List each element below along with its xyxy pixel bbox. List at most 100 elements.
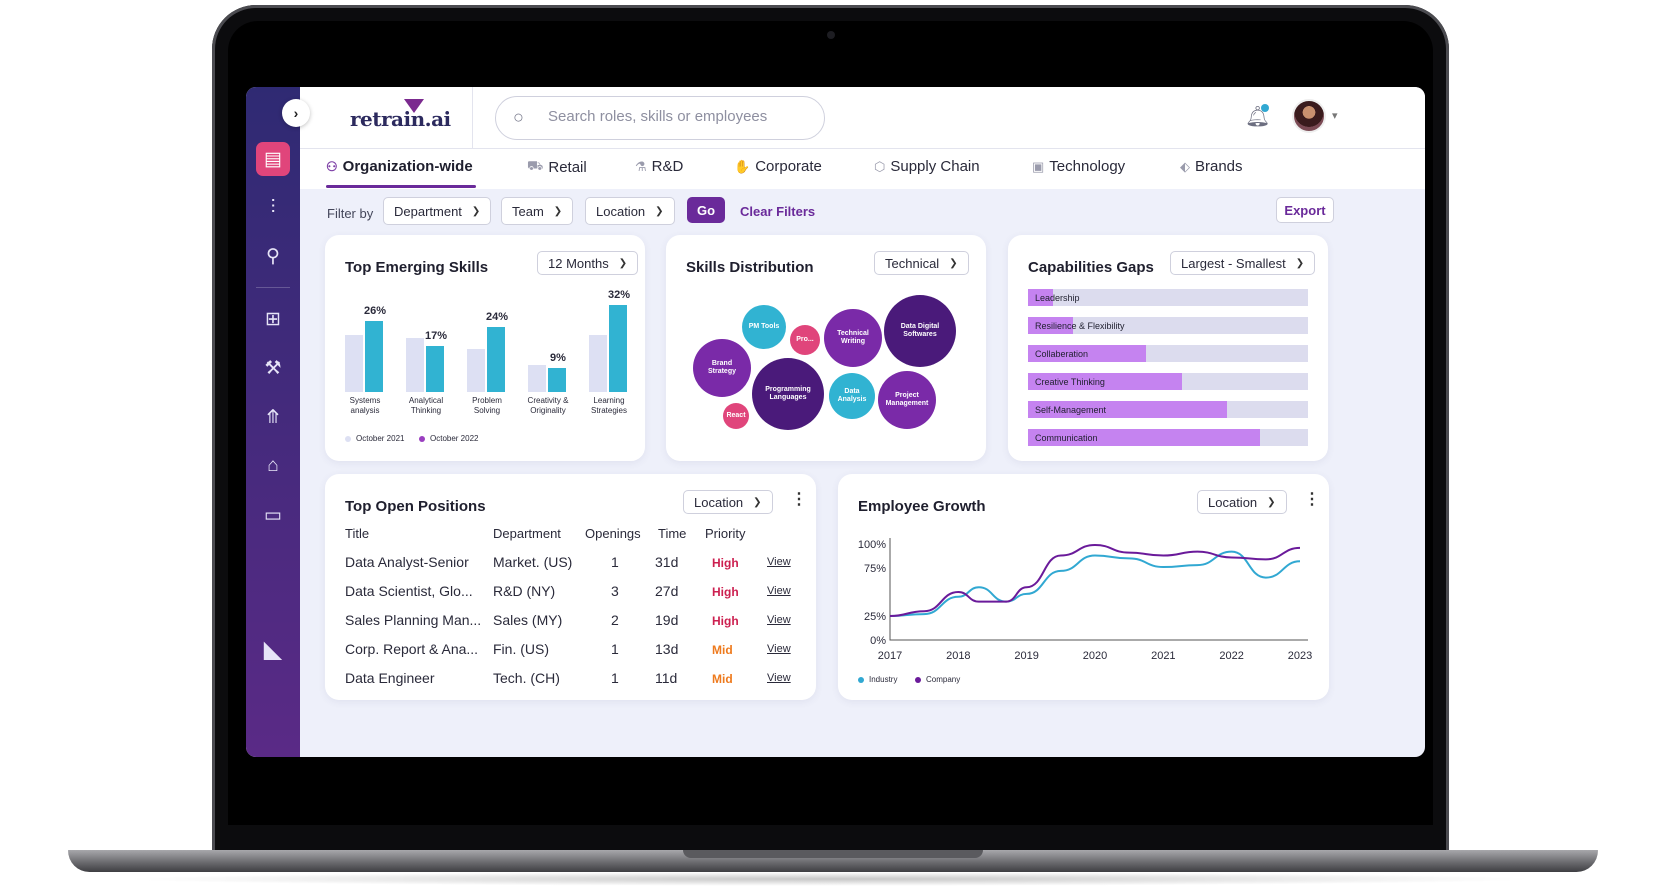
column-header: Time <box>658 526 687 541</box>
bar-value-label: 32% <box>607 289 631 302</box>
webcam <box>826 31 835 39</box>
department-dropdown[interactable]: Department ❯ <box>383 197 492 225</box>
tab-supply-chain[interactable]: ⬡ Supply Chain <box>874 158 980 175</box>
gap-bar-fill <box>1028 401 1227 418</box>
skill-bubble[interactable]: Programming Languages <box>752 358 824 430</box>
location-dropdown[interactable]: Location ❯ <box>683 490 773 514</box>
tab-brands[interactable]: ⬖ Brands <box>1180 158 1243 175</box>
export-button[interactable]: Export <box>1276 197 1334 223</box>
tag-icon: ⬖ <box>1180 158 1190 174</box>
gap-bar-fill <box>1028 345 1146 362</box>
x-tick-label: 2020 <box>1083 650 1107 662</box>
gap-label: Resilience & Flexibility <box>1035 321 1125 331</box>
sidebar-toggle-button[interactable]: › <box>282 99 310 127</box>
gap-bar: Creative Thinking <box>1028 373 1308 390</box>
bar-value-label: 9% <box>550 351 566 364</box>
tab-label: Organization-wide <box>342 158 473 175</box>
go-button[interactable]: Go <box>687 197 725 223</box>
legend-item: Company <box>915 675 960 684</box>
y-tick-label: 75% <box>864 563 886 575</box>
table-row: Sales Planning Man... Sales (MY) 2 19d High V… <box>345 612 805 632</box>
view-link[interactable]: View <box>767 643 791 655</box>
x-tick-label: 2019 <box>1014 650 1038 662</box>
gap-bar-fill <box>1028 373 1182 390</box>
cell-dept: Market. (US) <box>493 554 573 570</box>
cell-time: 31d <box>655 554 679 570</box>
legend-item: Industry <box>858 675 897 684</box>
view-link[interactable]: View <box>767 556 791 568</box>
gap-bar: Leadership <box>1028 289 1308 306</box>
app-screen: ▤ ⫶ ⚲ ⊞ ⚒ ⤊ ⌂ ▭ ◣ › retrain.ai ○ 🔔︎ ▾ ⚇O… <box>246 87 1425 757</box>
clear-filters-link[interactable]: Clear Filters <box>740 204 816 219</box>
y-tick-label: 100% <box>858 539 886 551</box>
grid-icon[interactable]: ⊞ <box>265 308 281 330</box>
priority-label: Mid <box>712 672 733 686</box>
skill-type-dropdown[interactable]: Technical ❯ <box>874 251 969 275</box>
team-dropdown[interactable]: Team ❯ <box>501 197 574 225</box>
box-icon: ⬡ <box>874 158 886 174</box>
tab-corporate[interactable]: ✋ Corporate <box>734 158 822 175</box>
location-dropdown[interactable]: Location ❯ <box>585 197 675 225</box>
gap-label: Collaberation <box>1035 349 1089 359</box>
wrench-icon[interactable]: ⚒ <box>264 357 282 379</box>
briefcase-icon[interactable]: ▭ <box>264 504 282 526</box>
x-tick-label: 2022 <box>1219 650 1243 662</box>
split-arrow-icon[interactable]: ⤊ <box>265 406 281 428</box>
category-label: Learning Strategies <box>590 396 628 415</box>
bar <box>345 335 363 392</box>
bar <box>528 364 546 392</box>
tab-technology[interactable]: ▣ Technology <box>1032 158 1125 175</box>
legend-swatch <box>915 676 921 683</box>
chevron-down-icon: ❯ <box>753 496 762 508</box>
gap-label: Creative Thinking <box>1035 377 1105 387</box>
cell-openings: 1 <box>611 670 619 686</box>
tab-label: Brands <box>1195 158 1243 175</box>
skill-bubble[interactable]: Project Management <box>878 371 936 429</box>
gap-bar-fill <box>1028 429 1261 446</box>
gap-bar-fill <box>1028 289 1054 306</box>
table-row: Corp. Report & Ana... Fin. (US) 1 13d Mid Vie… <box>345 641 805 661</box>
more-options-icon[interactable]: ⋮ <box>1304 491 1320 508</box>
skill-bubble[interactable]: Pro... <box>790 325 820 355</box>
x-tick-label: 2023 <box>1288 650 1312 662</box>
skill-bubble[interactable]: PM Tools <box>742 305 786 349</box>
people-search-icon[interactable]: ⚲ <box>266 245 280 267</box>
sort-dropdown[interactable]: Largest - Smallest ❯ <box>1170 251 1316 275</box>
base-notch <box>683 850 983 858</box>
dashboard-icon[interactable]: ▤ <box>256 142 290 176</box>
view-link[interactable]: View <box>767 585 791 597</box>
view-link[interactable]: View <box>767 614 791 626</box>
tab-organization-wide[interactable]: ⚇ Organization-wide <box>326 158 473 175</box>
cell-time: 19d <box>655 612 679 628</box>
chevron-down-icon: ❯ <box>1295 257 1305 269</box>
search-input[interactable] <box>548 108 808 125</box>
employee-growth-card: Employee Growth Location ❯ ⋮ 100% 75% 25% 0%… <box>838 474 1329 700</box>
skill-bubble[interactable]: Data Analysis <box>829 373 875 419</box>
sliders-icon[interactable]: ⫶ <box>270 197 276 218</box>
skill-bubble[interactable]: Data Digital Softwares <box>884 295 956 367</box>
more-options-icon[interactable]: ⋮ <box>791 491 807 508</box>
tab-rnd[interactable]: ⚗ R&D <box>635 158 683 175</box>
top-bar: retrain.ai ○ 🔔︎ ▾ <box>300 87 1425 149</box>
skills-distribution-card: Skills Distribution Technical ❯ PM Tools … <box>666 235 986 461</box>
dropdown-value: 12 Months <box>548 255 609 271</box>
cell-title: Data Scientist, Glo... <box>345 583 473 599</box>
user-avatar[interactable] <box>1292 99 1326 133</box>
legend-swatch <box>345 435 351 442</box>
skill-bubble[interactable]: Technical Writing <box>824 309 882 367</box>
tab-label: Corporate <box>755 158 822 175</box>
tab-bar: ⚇ Organization-wide ⛟ Retail ⚗ R&D ✋ Corpora… <box>300 149 1425 189</box>
laptop-shadow <box>120 872 1540 886</box>
tab-retail[interactable]: ⛟ Retail <box>527 158 587 176</box>
graduation-cap-icon[interactable]: ⌂ <box>267 455 279 476</box>
period-dropdown[interactable]: 12 Months ❯ <box>537 251 639 275</box>
cell-dept: Tech. (CH) <box>493 670 560 686</box>
location-dropdown[interactable]: Location ❯ <box>1197 490 1287 514</box>
card-title: Capabilities Gaps <box>1028 259 1154 276</box>
priority-label: High <box>712 614 739 628</box>
skill-bubble[interactable]: React <box>723 403 749 429</box>
table-row: Data Engineer Tech. (CH) 1 11d Mid View <box>345 670 805 690</box>
view-link[interactable]: View <box>767 672 791 684</box>
chevron-down-icon[interactable]: ▾ <box>1332 110 1338 122</box>
skill-bubble[interactable]: Brand Strategy <box>693 339 751 397</box>
